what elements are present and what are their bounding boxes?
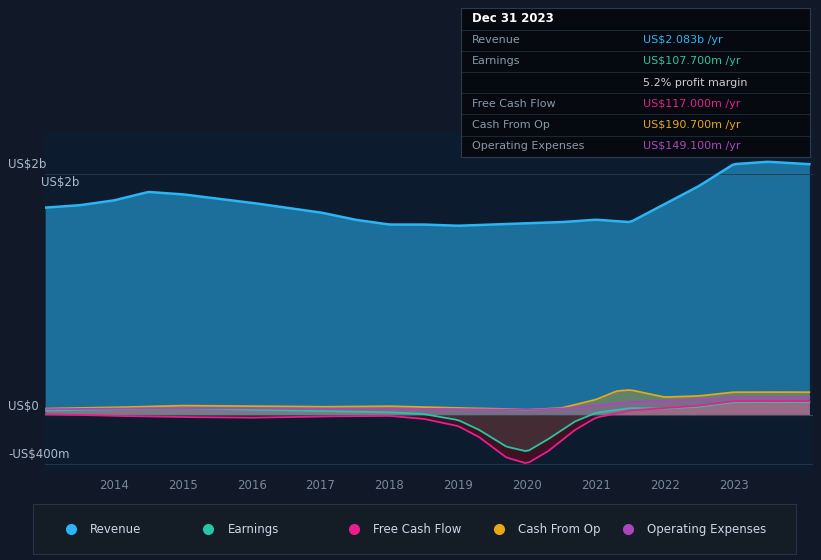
Text: -US$400m: -US$400m — [8, 448, 70, 461]
Text: Operating Expenses: Operating Expenses — [472, 141, 585, 151]
Text: US$190.700m /yr: US$190.700m /yr — [643, 120, 741, 130]
Text: Earnings: Earnings — [227, 522, 279, 536]
Text: US$117.000m /yr: US$117.000m /yr — [643, 99, 741, 109]
Text: Free Cash Flow: Free Cash Flow — [472, 99, 556, 109]
Text: US$0: US$0 — [8, 400, 39, 413]
Text: Earnings: Earnings — [472, 57, 521, 67]
Text: US$149.100m /yr: US$149.100m /yr — [643, 141, 741, 151]
Text: US$2.083b /yr: US$2.083b /yr — [643, 35, 722, 45]
Text: Cash From Op: Cash From Op — [472, 120, 550, 130]
Text: 5.2% profit margin: 5.2% profit margin — [643, 78, 747, 87]
Text: Revenue: Revenue — [90, 522, 141, 536]
Text: US$2b: US$2b — [41, 176, 80, 189]
Text: Cash From Op: Cash From Op — [518, 522, 600, 536]
Text: Dec 31 2023: Dec 31 2023 — [472, 12, 553, 26]
Text: Free Cash Flow: Free Cash Flow — [373, 522, 461, 536]
Text: US$2b: US$2b — [8, 158, 47, 171]
Text: Revenue: Revenue — [472, 35, 521, 45]
Text: US$107.700m /yr: US$107.700m /yr — [643, 57, 741, 67]
Text: Operating Expenses: Operating Expenses — [648, 522, 767, 536]
